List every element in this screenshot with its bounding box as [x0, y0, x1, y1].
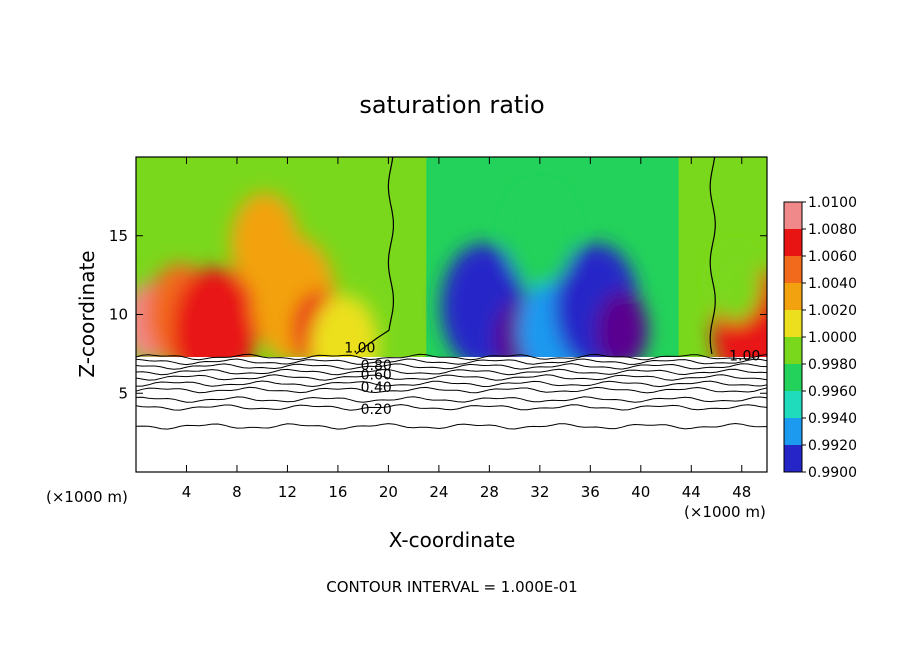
contour-label: 0.60 [361, 367, 392, 383]
colorbar-label: 0.9980 [808, 357, 857, 373]
x-unit-right: (×1000 m) [684, 503, 766, 521]
contour-label: 0.20 [361, 402, 392, 418]
colorbar-label: 1.0100 [808, 195, 857, 211]
contour-line [136, 380, 767, 388]
contour-label: 1.00 [729, 348, 760, 364]
x-tick-label: 4 [182, 483, 192, 501]
x-tick-label: 32 [530, 483, 549, 501]
x-tick-label: 40 [631, 483, 650, 501]
colorbar-label: 0.9940 [808, 411, 857, 427]
colorbar-label: 0.9900 [808, 465, 857, 481]
contour-line [136, 368, 767, 376]
chart-title: saturation ratio [359, 91, 544, 119]
colorbar-label: 0.9920 [808, 438, 857, 454]
contour-line [136, 396, 767, 403]
colorbar-label: 1.0000 [808, 330, 857, 346]
colorbar-swatch [784, 202, 802, 230]
field-cell [709, 244, 762, 322]
contour-line [136, 386, 767, 394]
contour-label: 1.00 [344, 341, 375, 357]
lower-region [136, 357, 767, 472]
contour-line [136, 358, 767, 366]
colorbar-swatch [784, 229, 802, 257]
contour-line-1-00 [355, 157, 394, 355]
x-tick-label: 48 [732, 483, 751, 501]
contour-line [136, 353, 767, 361]
x-tick-label: 8 [232, 483, 242, 501]
colorbar-label: 0.9960 [808, 384, 857, 400]
contour-line-1-00 [709, 157, 716, 355]
colorbar-swatch [784, 310, 802, 338]
x-unit-left: (×1000 m) [46, 488, 128, 506]
contour-line [136, 404, 767, 411]
x-tick-label: 36 [581, 483, 600, 501]
x-tick-label: 28 [480, 483, 499, 501]
field-cell [595, 291, 648, 370]
contour-lines [136, 157, 767, 430]
colorbar-swatch [784, 283, 802, 311]
x-tick-label: 12 [278, 483, 297, 501]
colorbar-label: 1.0020 [808, 303, 857, 319]
x-axis: 4 8 12 16 20 24 28 32 36 40 44 48 [182, 157, 751, 501]
contour-line [136, 363, 767, 370]
y-tick-label: 10 [109, 306, 128, 324]
contour-label: 0.40 [361, 380, 392, 396]
colorbar-swatch [784, 445, 802, 473]
saturation-field [136, 157, 767, 472]
colorbar-swatch [784, 391, 802, 419]
colorbar-swatch [784, 337, 802, 365]
x-axis-label: X-coordinate [389, 528, 516, 552]
y-tick-label: 15 [109, 227, 128, 245]
contour-label: 0.80 [361, 358, 392, 374]
colorbar-label: 1.0040 [808, 276, 857, 292]
colorbar-swatch [784, 364, 802, 392]
y-axis-label: Z-coordinate [75, 250, 99, 377]
colorbar-label: 1.0060 [808, 249, 857, 265]
y-axis: 5 10 15 [109, 227, 767, 402]
contour-interval-note: CONTOUR INTERVAL = 1.000E-01 [326, 578, 577, 596]
x-tick-label: 16 [328, 483, 347, 501]
x-tick-label: 24 [429, 483, 448, 501]
contour-line [136, 374, 767, 381]
colorbar: 1.0100 1.0080 1.0060 1.0040 1.0020 1.0000 0.99… [783, 195, 857, 481]
x-tick-label: 44 [682, 483, 701, 501]
y-tick-label: 5 [118, 384, 128, 402]
colorbar-swatch [784, 418, 802, 446]
contour-labels: 1.00 1.000.800.600.400.20 [344, 341, 760, 418]
colorbar-label: 1.0080 [808, 222, 857, 238]
x-tick-label: 20 [379, 483, 398, 501]
colorbar-swatch [784, 256, 802, 284]
field-cell [505, 184, 574, 287]
contour-line [136, 422, 767, 430]
